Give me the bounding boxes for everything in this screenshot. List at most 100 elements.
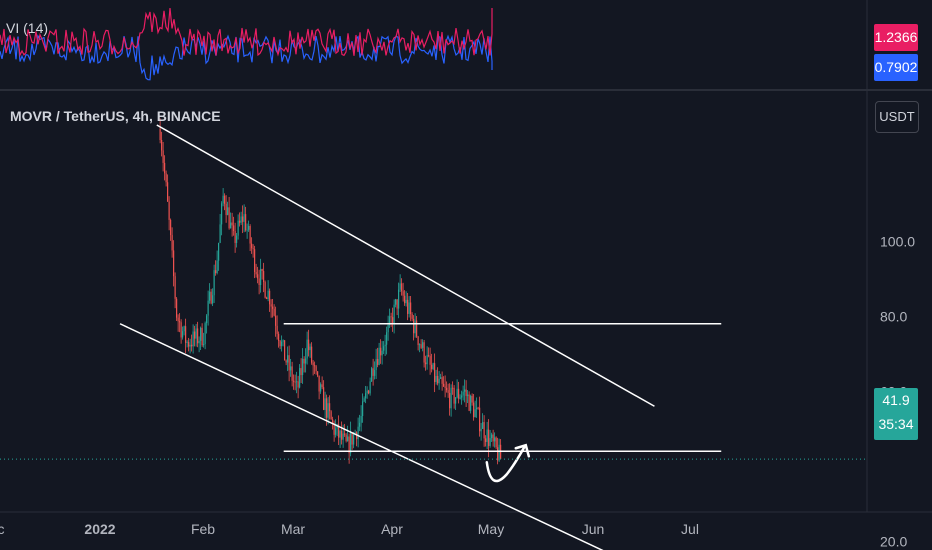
candle-body bbox=[216, 260, 218, 274]
arrow-head[interactable] bbox=[514, 443, 531, 458]
candle-body bbox=[275, 315, 277, 326]
candle-body bbox=[278, 333, 280, 341]
candle-body bbox=[204, 323, 206, 345]
candle-body bbox=[479, 407, 481, 432]
candle-body bbox=[440, 377, 442, 379]
candle-body bbox=[492, 434, 494, 442]
candle-body bbox=[198, 340, 200, 344]
candle-body bbox=[306, 339, 308, 359]
candle-body bbox=[192, 331, 194, 347]
trend-line[interactable] bbox=[156, 124, 655, 407]
candle-body bbox=[264, 282, 266, 298]
candle-body bbox=[311, 346, 313, 363]
candle-body bbox=[386, 332, 388, 345]
candle-body bbox=[164, 162, 166, 174]
candle-body bbox=[225, 203, 227, 215]
time-tick-label: 2022 bbox=[84, 521, 115, 537]
candle-body bbox=[461, 395, 463, 398]
candle-body bbox=[159, 128, 161, 140]
time-tick-label: Dec bbox=[0, 521, 4, 537]
candle-body bbox=[240, 216, 242, 223]
candle-body bbox=[243, 214, 245, 222]
candles bbox=[159, 118, 502, 465]
candle-body bbox=[351, 432, 353, 445]
candle-body bbox=[435, 375, 437, 382]
candle-body bbox=[302, 358, 304, 376]
candle-body bbox=[429, 355, 431, 365]
time-tick-label: Feb bbox=[191, 521, 215, 537]
indicator-title[interactable]: VI (14) bbox=[6, 20, 49, 36]
candle-body bbox=[290, 366, 292, 371]
candle-body bbox=[209, 291, 211, 301]
candle-body bbox=[497, 447, 499, 461]
candle-body bbox=[480, 428, 482, 432]
candle-body bbox=[365, 393, 367, 399]
candle-body bbox=[201, 327, 203, 346]
candle-body bbox=[236, 235, 238, 243]
candle-body bbox=[170, 219, 172, 236]
candle-body bbox=[363, 398, 365, 402]
candle-body bbox=[498, 444, 500, 461]
candle-body bbox=[426, 355, 428, 365]
candle-body bbox=[495, 437, 497, 448]
candle-body bbox=[464, 389, 466, 392]
vi-pane bbox=[0, 0, 866, 90]
candle-body bbox=[173, 250, 175, 277]
candle-body bbox=[477, 407, 479, 409]
candle-body bbox=[402, 291, 404, 296]
candle-body bbox=[431, 364, 433, 370]
last-price-value: 41.9 bbox=[882, 392, 910, 408]
time-axis[interactable]: Dec 2022 Feb Mar Apr May Jun Jul bbox=[0, 521, 699, 537]
candle-body bbox=[189, 344, 191, 347]
candle-body bbox=[344, 433, 346, 435]
candle-body bbox=[408, 302, 410, 314]
candle-body bbox=[450, 387, 452, 409]
candle-body bbox=[248, 226, 250, 230]
time-tick-label: Jun bbox=[582, 521, 605, 537]
candle-body bbox=[167, 182, 169, 202]
last-price-tag: 41.9 35:34 bbox=[874, 388, 918, 440]
vi-plus-value-tag: 1.2366 bbox=[874, 24, 918, 51]
currency-button[interactable]: USDT bbox=[875, 101, 919, 133]
candle-body bbox=[203, 344, 205, 346]
candle-body bbox=[324, 398, 326, 410]
trend-line[interactable] bbox=[119, 323, 631, 550]
candle-body bbox=[165, 173, 167, 183]
drawings[interactable] bbox=[119, 124, 722, 550]
candle-body bbox=[318, 375, 320, 392]
candle-body bbox=[392, 317, 394, 325]
candle-body bbox=[266, 297, 268, 300]
candle-body bbox=[291, 366, 293, 381]
time-tick-label: May bbox=[478, 521, 504, 537]
candle-body bbox=[371, 368, 373, 382]
candle-body bbox=[357, 426, 359, 440]
candle-body bbox=[227, 207, 229, 215]
candle-body bbox=[360, 416, 362, 423]
candle-body bbox=[276, 325, 278, 334]
candle-body bbox=[488, 429, 490, 446]
candle-body bbox=[228, 207, 230, 229]
candle-body bbox=[309, 346, 311, 351]
candle-body bbox=[194, 331, 196, 339]
candle-body bbox=[473, 402, 475, 418]
candle-body bbox=[329, 403, 331, 412]
candle-body bbox=[339, 430, 341, 438]
candle-body bbox=[285, 360, 287, 363]
candle-body bbox=[485, 438, 487, 442]
candle-body bbox=[474, 409, 476, 418]
candle-body bbox=[210, 291, 212, 304]
candle-body bbox=[281, 341, 283, 347]
symbol-title[interactable]: MOVR / TetherUS, 4h, BINANCE bbox=[10, 108, 221, 124]
candle-body bbox=[260, 269, 262, 286]
candle-body bbox=[294, 381, 296, 383]
candle-body bbox=[212, 295, 214, 304]
candle-body bbox=[303, 358, 305, 364]
curved-arrow[interactable] bbox=[485, 445, 527, 483]
candle-body bbox=[314, 365, 316, 367]
candle-body bbox=[161, 139, 163, 151]
candle-body bbox=[383, 346, 385, 351]
candle-body bbox=[300, 368, 302, 376]
candle-body bbox=[374, 370, 376, 376]
price-tick-label: 20.0 bbox=[880, 533, 907, 549]
